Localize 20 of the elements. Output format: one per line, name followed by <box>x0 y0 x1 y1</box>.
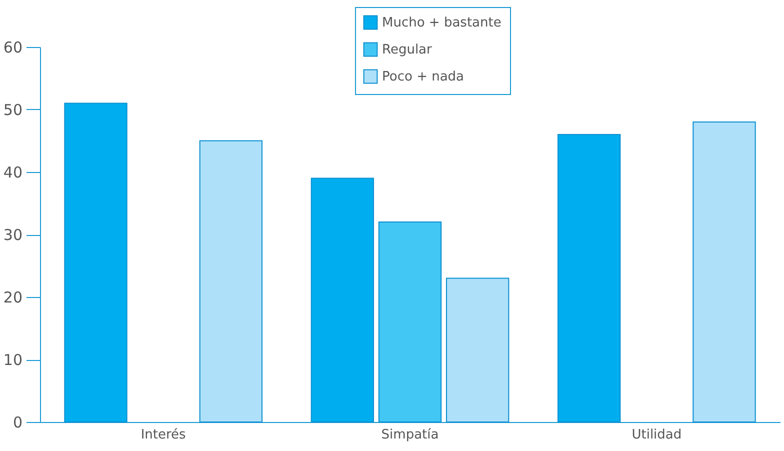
y-tick-label: 60 <box>3 38 22 56</box>
y-tick-label: 20 <box>3 288 22 306</box>
legend-label: Regular <box>382 42 433 58</box>
bar <box>692 122 756 422</box>
bar <box>558 134 621 422</box>
bar <box>378 222 442 422</box>
bar <box>64 102 128 422</box>
x-tick-label: Simpatía <box>381 428 439 442</box>
y-tick-label: 40 <box>3 164 22 182</box>
x-tick-label: Utilidad <box>632 428 682 442</box>
legend-label: Poco + nada <box>382 70 464 84</box>
y-tick-label: 0 <box>12 414 22 432</box>
bar <box>446 278 510 422</box>
legend-label: Mucho + bastante <box>382 16 502 30</box>
y-tick-label: 10 <box>3 351 22 369</box>
bar <box>310 178 374 422</box>
y-tick-label: 30 <box>3 226 22 244</box>
bar <box>199 140 262 422</box>
y-tick-label: 50 <box>3 101 22 119</box>
x-tick-label: Interés <box>140 428 186 442</box>
